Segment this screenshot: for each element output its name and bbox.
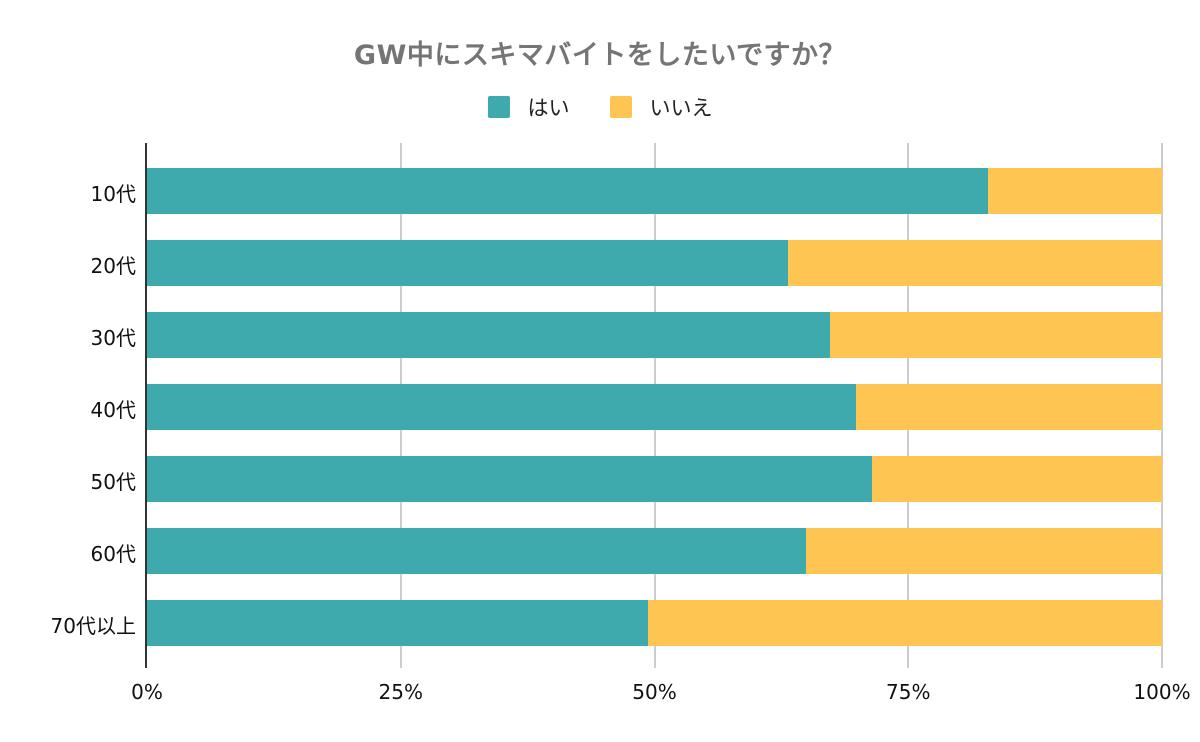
bar-row [147,456,1162,502]
bar-row [147,528,1162,574]
legend-swatch-yes [487,96,510,118]
bar-segment [830,312,1162,358]
y-tick-label: 20代 [90,254,136,278]
bar-row [147,168,1162,214]
bar-segment [648,600,1162,646]
bar-segment [988,168,1162,214]
bar-segment [856,384,1162,430]
bar-segment [147,240,789,286]
bar-segment [871,456,1162,502]
bar-segment [147,600,649,646]
y-axis-line [145,143,147,668]
y-tick-label: 30代 [90,326,136,350]
x-tick-label: 0% [131,680,163,704]
bar-segment [147,528,806,574]
bar-row [147,240,1162,286]
bar-row [147,312,1162,358]
y-tick-label: 60代 [90,542,136,566]
chart-title: GW中にスキマバイトをしたいですか？ [353,40,847,71]
x-tick-label: 75% [886,680,931,704]
bar-segment [147,312,831,358]
legend-item-no: いいえ [609,92,713,122]
bar-segment [788,240,1162,286]
y-tick-label: 70代以上 [50,614,136,638]
bar-row [147,384,1162,430]
gridline [1161,143,1163,668]
y-tick-label: 40代 [90,398,136,422]
x-tick-label: 25% [378,680,423,704]
y-tick-label: 10代 [90,182,136,206]
bar-row [147,600,1162,646]
bar-segment [147,168,989,214]
plot-area [147,143,1163,668]
legend-label-yes: はい [527,96,570,120]
legend-label-no: いいえ [649,96,713,120]
legend-swatch-no [609,96,632,118]
bar-segment [147,456,872,502]
y-tick-label: 50代 [90,470,136,494]
legend: はい いいえ [0,92,1200,122]
bar-segment [147,384,857,430]
x-tick-label: 50% [632,680,677,704]
legend-item-yes: はい [487,92,570,122]
x-tick-label: 100% [1133,680,1191,704]
bar-segment [805,528,1162,574]
